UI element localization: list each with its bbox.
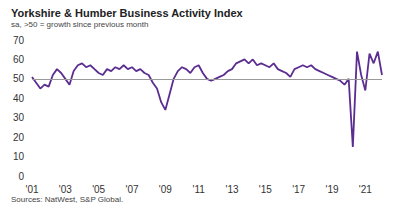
svg-text:60: 60: [13, 54, 25, 65]
svg-text:'21: '21: [359, 184, 372, 195]
svg-text:'15: '15: [259, 184, 272, 195]
svg-text:50: 50: [13, 73, 25, 84]
svg-text:'05: '05: [92, 184, 105, 195]
svg-text:'13: '13: [225, 184, 238, 195]
svg-text:Sources: NatWest, S&P Global.: Sources: NatWest, S&P Global.: [11, 195, 123, 204]
svg-text:70: 70: [13, 35, 25, 46]
svg-text:10: 10: [13, 151, 25, 162]
svg-text:20: 20: [13, 132, 25, 143]
svg-text:'07: '07: [125, 184, 138, 195]
svg-text:0: 0: [18, 171, 24, 182]
svg-text:'03: '03: [59, 184, 72, 195]
svg-text:'01: '01: [25, 184, 38, 195]
svg-text:'09: '09: [159, 184, 172, 195]
svg-text:'17: '17: [292, 184, 305, 195]
svg-text:'19: '19: [325, 184, 338, 195]
svg-text:Yorkshire & Humber Business Ac: Yorkshire & Humber Business Activity Ind…: [11, 7, 244, 19]
svg-text:sa, >50 = growth since previou: sa, >50 = growth since previous month: [11, 20, 148, 29]
svg-text:40: 40: [13, 93, 25, 104]
svg-text:'11: '11: [193, 184, 206, 195]
svg-text:30: 30: [13, 112, 25, 123]
